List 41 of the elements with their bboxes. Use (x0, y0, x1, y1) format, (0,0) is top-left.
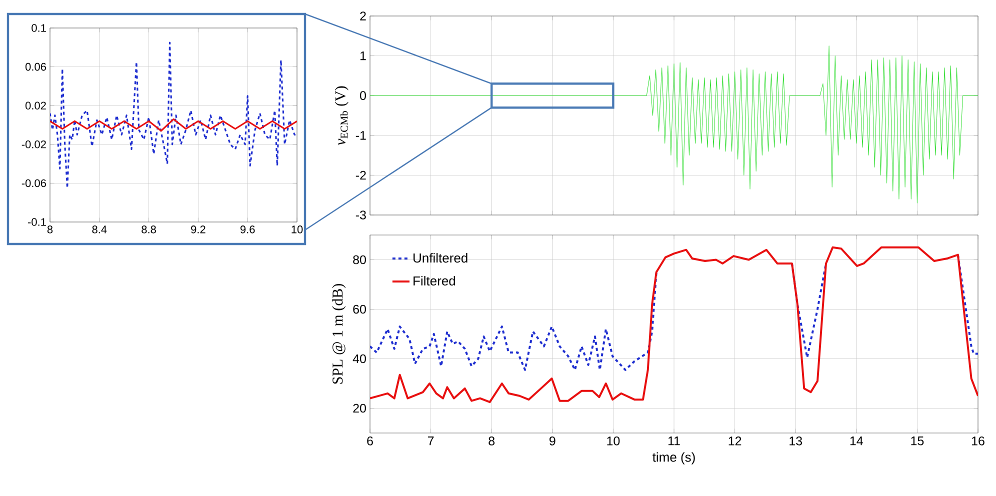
line-series (370, 46, 978, 204)
y-tick-label: 0.1 (32, 24, 46, 32)
y-tick-label: 80 (353, 255, 366, 264)
y-tick-label: -0.02 (22, 140, 46, 148)
y-tick-label: 2 (360, 12, 366, 20)
y-tick-label: 20 (353, 404, 366, 413)
y-tick-label: -3 (356, 210, 366, 220)
x-tick-label: 8 (47, 226, 53, 234)
x-tick-label: 13 (790, 436, 802, 446)
y-tick-label: 0.06 (25, 62, 46, 71)
legend-label: Unfiltered (414, 253, 468, 263)
y-tick-label: -0.1 (28, 218, 46, 226)
x-tick-label: 9.2 (191, 226, 206, 234)
x-tick-label: 8 (488, 436, 495, 446)
y-tick-label: 40 (352, 354, 366, 364)
y-tick-label: -0.06 (22, 179, 46, 188)
y-tick-label: 1 (360, 52, 366, 60)
x-tick-label: 16 (972, 436, 984, 446)
x-tick-label: 8.4 (92, 226, 107, 234)
y-tick-label: 0.02 (25, 102, 46, 110)
x-tick-label: 14 (850, 436, 863, 446)
line-series (50, 118, 297, 132)
y-axis-title: v$_{ECMb}$ (V) (334, 86, 348, 146)
y-tick-label: -2 (356, 170, 366, 180)
legend-label: Filtered (414, 276, 456, 286)
x-tick-label: 9 (550, 436, 556, 446)
x-tick-label: 9.6 (240, 226, 255, 234)
y-tick-label: -1 (356, 131, 366, 140)
x-axis-title: time (s) (652, 452, 695, 464)
x-tick-label: 7 (428, 436, 434, 446)
x-tick-label: 12 (728, 436, 742, 446)
x-tick-label: 6 (367, 436, 373, 446)
y-tick-label: 0 (360, 91, 366, 100)
line-series (50, 42, 297, 189)
x-tick-label: 11 (668, 436, 680, 446)
x-tick-label: 10 (607, 436, 620, 446)
y-axis-title: SPL @ 1 m (dB) (332, 284, 346, 384)
x-tick-label: 15 (911, 436, 924, 446)
x-tick-label: 8.8 (142, 226, 156, 234)
x-tick-label: 10 (292, 226, 303, 234)
y-tick-label: 60 (353, 304, 366, 314)
